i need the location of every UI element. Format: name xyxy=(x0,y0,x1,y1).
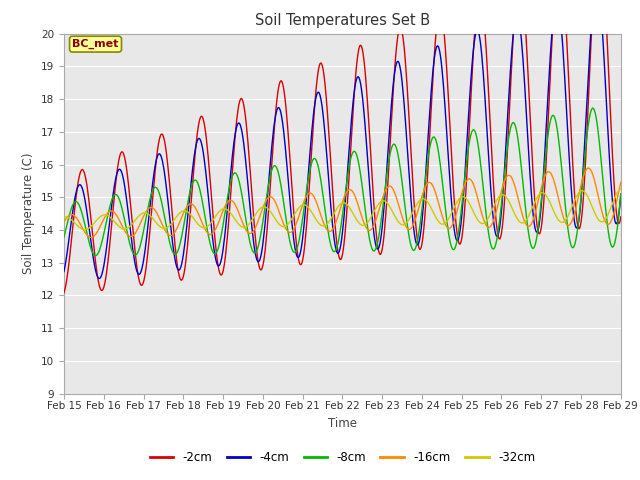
X-axis label: Time: Time xyxy=(328,417,357,430)
Title: Soil Temperatures Set B: Soil Temperatures Set B xyxy=(255,13,430,28)
Legend: -2cm, -4cm, -8cm, -16cm, -32cm: -2cm, -4cm, -8cm, -16cm, -32cm xyxy=(145,446,540,469)
Y-axis label: Soil Temperature (C): Soil Temperature (C) xyxy=(22,153,35,275)
Text: BC_met: BC_met xyxy=(72,39,119,49)
